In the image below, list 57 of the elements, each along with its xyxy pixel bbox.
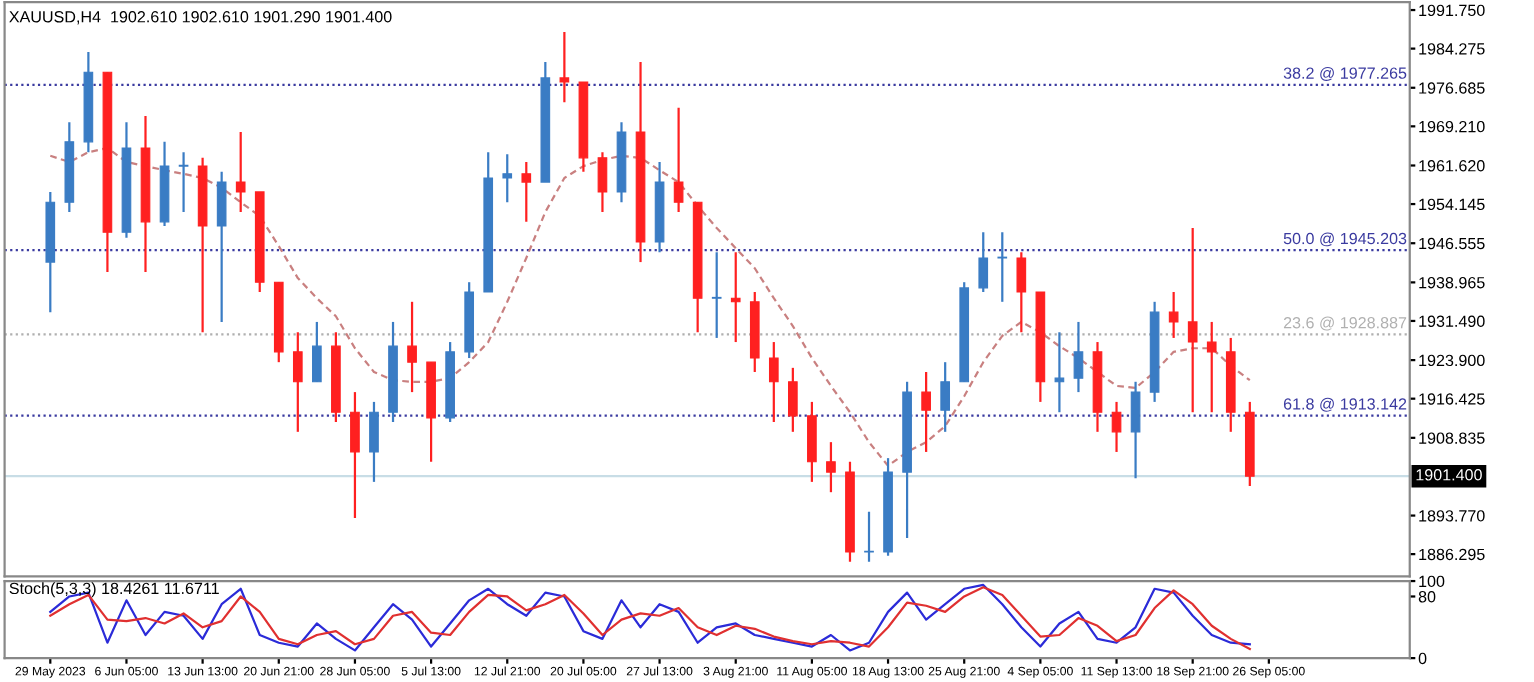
y-tick-label: 1991.750 bbox=[1419, 4, 1485, 17]
candlestick bbox=[559, 30, 570, 104]
candlestick bbox=[1206, 320, 1217, 414]
y-tick-label: 80 bbox=[1418, 591, 1436, 603]
candlestick bbox=[997, 231, 1008, 303]
y-tick-label: 1984.275 bbox=[1419, 43, 1485, 55]
ref-line-label: 50.0 @ 1945.203 bbox=[1283, 232, 1407, 247]
candlestick bbox=[1168, 290, 1179, 340]
ref-line-label: 1901.400 bbox=[1416, 469, 1482, 481]
candlestick bbox=[407, 300, 417, 394]
candlestick bbox=[807, 400, 817, 483]
candlestick bbox=[768, 340, 779, 424]
candlestick bbox=[730, 251, 741, 344]
candlestick bbox=[369, 400, 379, 483]
y-tick-label: 1916.425 bbox=[1419, 393, 1485, 405]
candlestick bbox=[940, 361, 951, 433]
y-tick-label: 1893.770 bbox=[1419, 510, 1485, 522]
candlestick bbox=[216, 170, 227, 324]
candlestick bbox=[673, 106, 684, 214]
y-tick-label: 1938.965 bbox=[1419, 276, 1485, 289]
candlestick bbox=[292, 331, 303, 433]
y-tick-label: 1931.490 bbox=[1419, 315, 1485, 327]
candlestick bbox=[1111, 400, 1122, 454]
candlestick bbox=[350, 390, 360, 520]
candlestick bbox=[1073, 320, 1084, 394]
chart-title: Stoch(5,3,3) 18.4261 11.6711 bbox=[9, 582, 219, 598]
ref-line-label: 38.2 @ 1977.265 bbox=[1283, 66, 1407, 81]
y-tick-label: 1908.835 bbox=[1419, 432, 1485, 444]
candlestick bbox=[235, 130, 246, 214]
candlestick bbox=[864, 510, 874, 563]
y-tick-label: 1946.555 bbox=[1419, 237, 1485, 250]
y-tick-label: 1954.145 bbox=[1419, 198, 1485, 211]
y-tick-label: 1969.210 bbox=[1419, 120, 1485, 133]
candlestick bbox=[502, 153, 513, 204]
y-tick-label: 1923.900 bbox=[1419, 354, 1485, 367]
candlestick bbox=[521, 160, 532, 223]
candlestick bbox=[1130, 380, 1141, 480]
candlestick bbox=[1187, 226, 1198, 414]
line-series bbox=[49, 146, 1251, 467]
y-tick-label: 1976.685 bbox=[1419, 82, 1485, 94]
candlestick bbox=[1016, 251, 1027, 334]
y-tick-label: 1961.620 bbox=[1419, 160, 1485, 172]
candlestick bbox=[826, 441, 836, 494]
candlestick bbox=[597, 151, 608, 214]
candlestick bbox=[178, 151, 189, 214]
ref-line-label: 61.8 @ 1913.142 bbox=[1283, 397, 1407, 412]
chart-title: XAUUSD,H4 1902.610 1902.610 1901.290 1901.400 bbox=[9, 11, 392, 25]
ref-line-label: 23.6 @ 1928.887 bbox=[1283, 316, 1407, 331]
y-tick-label: 0 bbox=[1418, 652, 1427, 665]
y-tick-label: 100 bbox=[1419, 575, 1445, 588]
candlestick bbox=[788, 366, 798, 433]
candlestick bbox=[978, 231, 989, 294]
y-tick-label: 1886.295 bbox=[1419, 548, 1485, 561]
candlestick bbox=[1054, 331, 1065, 414]
candlestick bbox=[921, 370, 931, 454]
candlestick bbox=[711, 251, 722, 340]
candlestick bbox=[312, 320, 322, 383]
